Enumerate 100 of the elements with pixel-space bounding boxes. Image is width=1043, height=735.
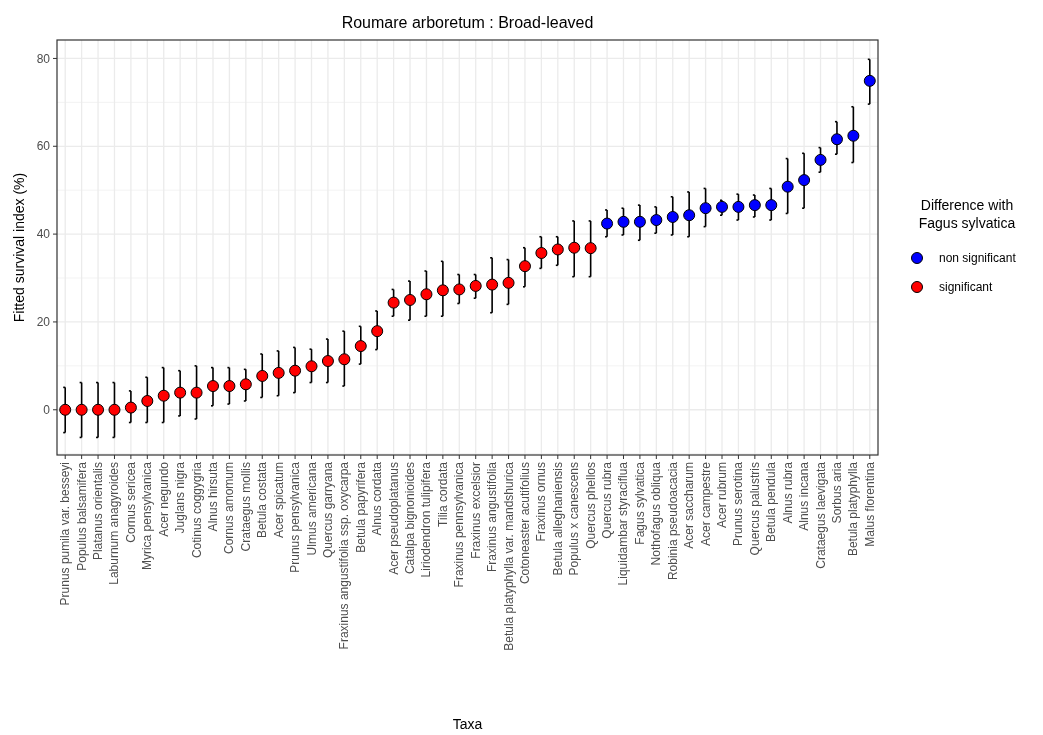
point bbox=[568, 241, 581, 254]
x-tick-label: Populus x canescens bbox=[567, 462, 582, 576]
point bbox=[223, 380, 236, 393]
point bbox=[617, 215, 630, 228]
x-tick-label: Acer spicatum bbox=[271, 462, 286, 539]
x-tick-label: Betula alleghaniensis bbox=[550, 462, 565, 576]
x-tick-label: Liquidambar styraciflua bbox=[616, 461, 631, 586]
x-tick-label: Cornus sericea bbox=[123, 461, 138, 543]
x-tick-label: Fraxinus pennsylvanica bbox=[452, 461, 467, 588]
point bbox=[486, 278, 499, 291]
x-tick-label: Quercus rubra bbox=[600, 461, 615, 539]
point bbox=[781, 180, 794, 193]
point bbox=[124, 401, 137, 414]
point bbox=[863, 74, 876, 87]
x-tick-label: Betula platyphylla bbox=[846, 461, 861, 557]
x-tick-label: Quercus garryana bbox=[320, 461, 335, 559]
y-tick-label: 60 bbox=[36, 139, 51, 154]
point bbox=[239, 378, 252, 391]
x-tick-label: Betula pendula bbox=[764, 461, 779, 543]
x-tick-label: Catalpa bignonioides bbox=[403, 462, 418, 575]
point bbox=[814, 153, 827, 166]
point bbox=[584, 242, 597, 255]
x-tick-label: Quercus phellos bbox=[583, 462, 598, 549]
point bbox=[699, 202, 712, 215]
x-tick-label: Alnus cordata bbox=[370, 461, 385, 536]
point bbox=[75, 403, 88, 416]
x-tick-label: Fraxinus angustifolia bbox=[485, 461, 500, 573]
x-tick-label: Tilia cordata bbox=[435, 461, 450, 527]
point bbox=[338, 353, 351, 366]
legend-label: non significant bbox=[939, 251, 1017, 266]
x-tick-label: Fraxinus ornus bbox=[534, 462, 549, 542]
point bbox=[683, 209, 696, 222]
point bbox=[141, 394, 154, 407]
y-tick-label: 80 bbox=[36, 51, 51, 66]
point bbox=[601, 217, 614, 230]
point bbox=[190, 386, 203, 399]
y-axis-title: Fitted survival index (%) bbox=[11, 172, 27, 323]
point bbox=[371, 325, 384, 338]
x-tick-label: Juglans nigra bbox=[173, 461, 188, 534]
point bbox=[847, 129, 860, 142]
point bbox=[157, 389, 170, 402]
x-tick-label: Quercus palustris bbox=[747, 462, 762, 556]
x-tick-label: Robinia pseudoacacia bbox=[665, 461, 680, 581]
x-tick-label: Fraxinus angustifolia ssp. oxycarpa bbox=[337, 461, 352, 650]
point bbox=[765, 199, 778, 212]
x-tick-label: Cotoneaster acutifolius bbox=[517, 462, 532, 585]
legend-title: Difference with Fagus sylvatica bbox=[918, 197, 1016, 231]
point bbox=[256, 369, 269, 382]
point bbox=[387, 296, 400, 309]
y-tick-label: 0 bbox=[43, 402, 51, 417]
point bbox=[289, 364, 302, 377]
legend-label: significant bbox=[939, 280, 994, 295]
x-tick-label: Alnus incana bbox=[797, 461, 812, 531]
x-tick-label: Cornus amomum bbox=[222, 462, 237, 555]
x-tick-label: Populus balsamifera bbox=[74, 461, 89, 571]
x-tick-label: Fraxinus excelsior bbox=[468, 462, 483, 559]
point bbox=[830, 133, 843, 146]
x-tick-label: Alnus rubra bbox=[780, 461, 795, 524]
point bbox=[535, 246, 548, 259]
point bbox=[502, 276, 515, 289]
x-tick-label: Nothofagus obliqua bbox=[649, 461, 664, 566]
point bbox=[732, 200, 745, 213]
x-tick-label: Acer negundo bbox=[156, 461, 171, 537]
point bbox=[748, 199, 761, 212]
point bbox=[321, 355, 334, 368]
point bbox=[453, 283, 466, 296]
x-tick-label: Cotinus coggygria bbox=[189, 461, 204, 559]
x-tick-label: Malus florentina bbox=[862, 461, 877, 547]
x-tick-label: Fagus sylvatica bbox=[632, 461, 647, 545]
x-tick-label: Alnus hirsuta bbox=[205, 461, 220, 532]
point bbox=[551, 243, 564, 256]
x-tick-label: Prunus pumila var. besseyi bbox=[58, 462, 73, 606]
x-tick-label: Prunus pensylvanica bbox=[288, 461, 303, 573]
point bbox=[404, 293, 417, 306]
x-axis-title: Taxa bbox=[452, 716, 483, 732]
point bbox=[206, 380, 219, 393]
x-tick-label: Laburnum anagyroides bbox=[107, 462, 122, 585]
x-tick-label: Acer campestre bbox=[698, 461, 713, 547]
x-tick-label: Liriodendron tulipifera bbox=[419, 461, 434, 578]
x-tick-label: Betula costata bbox=[255, 461, 270, 539]
point bbox=[798, 174, 811, 187]
point bbox=[633, 215, 646, 228]
point bbox=[108, 403, 121, 416]
x-tick-label: Acer saccharum bbox=[682, 462, 697, 549]
x-tick-label: Crataegus laevigata bbox=[813, 461, 828, 569]
x-tick-label: Betula papyrifera bbox=[353, 461, 368, 553]
x-tick-label: Myrica pensylvanica bbox=[140, 461, 155, 571]
x-tick-label: Ulmus americana bbox=[304, 461, 319, 556]
point bbox=[272, 366, 285, 379]
point bbox=[420, 288, 433, 301]
x-tick-label: Platanus orientalis bbox=[91, 462, 106, 561]
point bbox=[650, 214, 663, 227]
x-tick-label: Prunus serotina bbox=[731, 461, 746, 547]
point bbox=[59, 403, 72, 416]
point bbox=[436, 284, 449, 297]
y-tick-label: 40 bbox=[36, 227, 51, 242]
point bbox=[716, 200, 729, 213]
x-tick-label: Crataegus mollis bbox=[238, 462, 253, 552]
x-tick-label: Betula platyphylla var. mandshurica bbox=[501, 461, 516, 651]
point bbox=[518, 260, 531, 273]
